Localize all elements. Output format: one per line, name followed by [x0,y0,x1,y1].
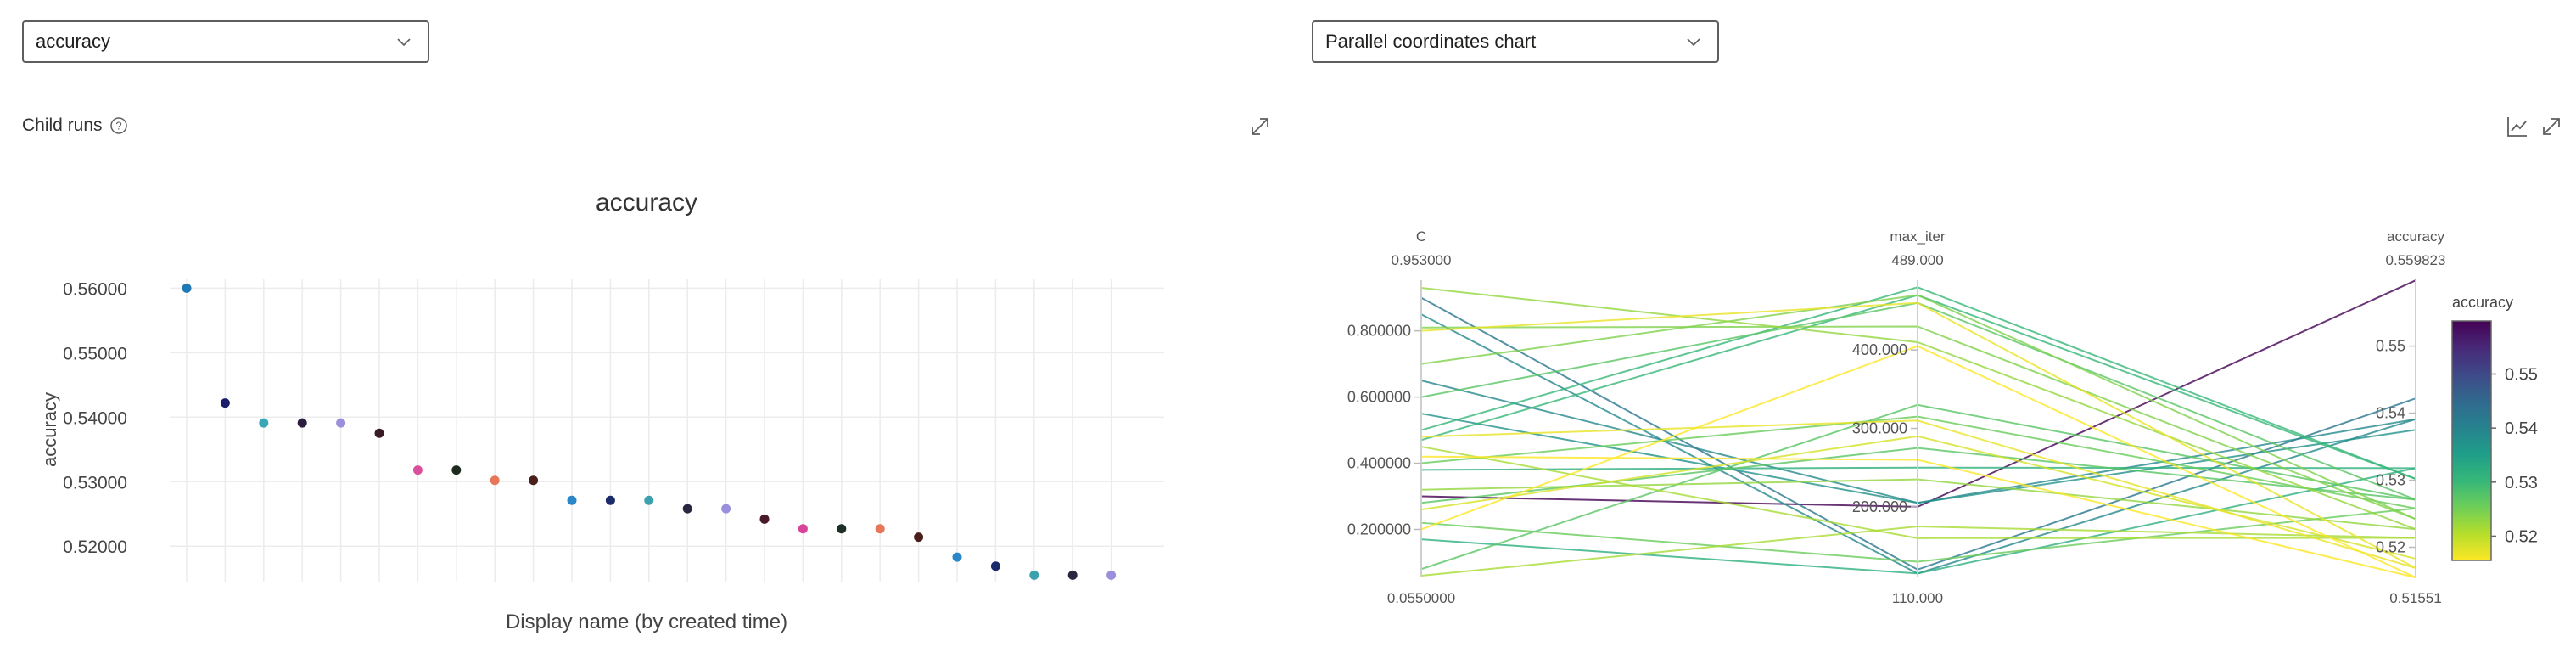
metric-select-value: accuracy [36,31,111,52]
colorbar-tick-label: 0.55 [2505,366,2538,385]
svg-text:?: ? [115,120,121,132]
axis-tick-label: 0.53 [2376,472,2405,489]
axis-tick-label: 0.55 [2376,338,2405,355]
axis-tick-label: 0.200000 [1347,521,1411,537]
axis-tick-label: 0.400000 [1347,455,1411,472]
axis-tick-label: 0.600000 [1347,389,1411,406]
data-point [374,428,384,438]
axis-tick-label: 400.000 [1852,341,1907,358]
data-point [990,561,1000,571]
data-point [914,532,924,543]
data-point [682,504,692,514]
data-point [451,465,462,475]
data-point [1029,570,1039,580]
data-point [490,475,500,486]
colorbar-tick-label: 0.52 [2505,527,2538,546]
y-tick-label: 0.55000 [63,344,127,363]
axis-max-label: 0.953000 [1392,252,1452,268]
chart-type-select[interactable]: Parallel coordinates chart [1312,20,1719,63]
data-point [875,524,885,534]
axis-min-label: 0.51551 [2389,590,2441,606]
data-point [259,418,269,428]
data-point [759,514,770,524]
help-icon[interactable]: ? [109,116,128,135]
axis-title: accuracy [2387,228,2445,245]
axis-max-label: 489.000 [1891,252,1943,268]
child-runs-label: Child runs [22,115,103,135]
data-point [567,495,577,505]
chart-type-select-value: Parallel coordinates chart [1325,31,1537,52]
line-chart-icon[interactable] [2505,114,2530,139]
axis-min-label: 110.000 [1892,590,1943,606]
metric-select[interactable]: accuracy [22,20,429,63]
expand-icon[interactable] [1247,114,1273,139]
data-point [605,495,615,505]
colorbar-tick-label: 0.53 [2505,474,2538,492]
axis-tick-label: 200.000 [1852,498,1907,515]
data-point [336,418,346,428]
data-point [644,495,654,505]
data-point [837,524,847,534]
colorbar-tick-label: 0.54 [2505,419,2538,438]
y-tick-label: 0.52000 [63,537,127,557]
data-point [220,398,230,408]
axis-tick-label: 0.52 [2376,539,2405,556]
chevron-down-icon [397,38,411,47]
data-point [952,552,962,562]
data-point [798,524,808,534]
colorbar-title: accuracy [2452,294,2513,311]
data-point [1106,570,1117,580]
expand-icon[interactable] [2539,114,2564,139]
data-point [412,465,423,475]
data-point [182,283,192,293]
axis-title: C [1416,228,1426,245]
y-tick-label: 0.56000 [63,279,127,299]
x-axis-label: Display name (by created time) [506,611,787,633]
accuracy-scatter-chart: 0.56000 0.55000 0.54000 0.53000 0.52000 accur… [39,189,1164,633]
axis-max-label: 0.559823 [2386,252,2446,268]
y-tick-label: 0.54000 [63,408,127,428]
axis-tick-label: 300.000 [1852,420,1907,437]
axis-title: max_iter [1890,228,1946,245]
data-point [297,418,307,428]
child-runs-heading: Child runs ? [22,115,128,136]
chevron-down-icon [1687,38,1700,47]
data-point [1067,570,1078,580]
parallel-coordinates-chart: C 0.953000 0.0550000 0.800000 0.600000 0.4000… [1347,228,2538,606]
y-axis-label: accuracy [39,392,60,467]
data-point [529,475,539,486]
axis-tick-label: 0.800000 [1347,323,1411,340]
data-point [721,504,731,514]
y-tick-label: 0.53000 [63,473,127,492]
axis-min-label: 0.0550000 [1387,590,1455,606]
colorbar [2451,320,2492,561]
axis-tick-label: 0.54 [2376,405,2405,422]
chart-title: accuracy [596,189,697,217]
